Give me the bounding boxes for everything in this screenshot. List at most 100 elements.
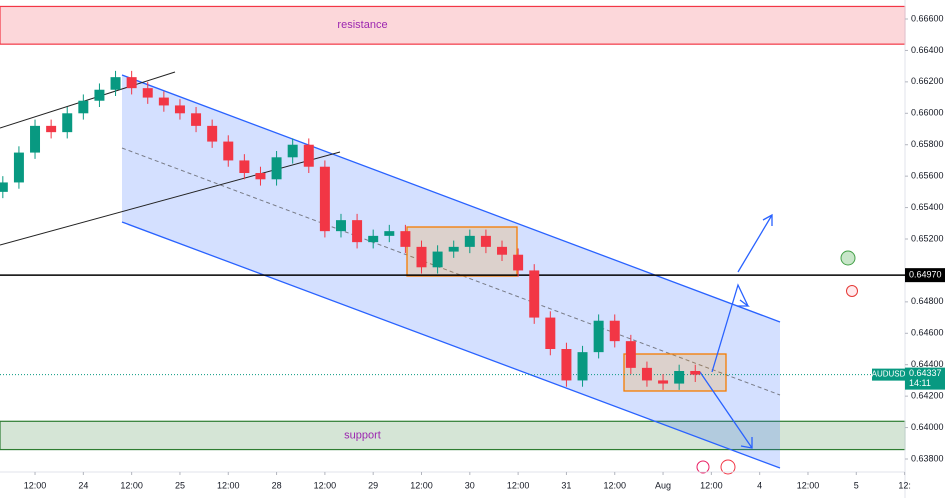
x-tick-label: Aug bbox=[655, 480, 671, 490]
y-tick-label: 0.65800 bbox=[911, 139, 944, 149]
price-tag-label: 0.64337 bbox=[909, 368, 942, 378]
candle-body bbox=[352, 220, 363, 243]
candle-body bbox=[577, 352, 588, 381]
x-tick-label: 24 bbox=[78, 480, 88, 490]
candle-body bbox=[674, 371, 685, 384]
y-tick-label: 0.64600 bbox=[911, 328, 944, 338]
zone-label: support bbox=[344, 429, 381, 441]
y-tick-label: 0.63800 bbox=[911, 453, 944, 463]
y-tick-label: 0.64800 bbox=[911, 296, 944, 306]
drawings bbox=[0, 71, 858, 475]
candle-body bbox=[78, 100, 89, 114]
arrow-head bbox=[737, 299, 750, 307]
candle-body bbox=[529, 270, 540, 318]
candle-body bbox=[303, 144, 314, 167]
candle-body bbox=[142, 88, 153, 98]
x-tick-label: 25 bbox=[175, 480, 185, 490]
candle-body bbox=[62, 113, 73, 133]
candle-body bbox=[0, 182, 8, 192]
candle-body bbox=[239, 160, 250, 174]
x-tick-label: 12: bbox=[898, 480, 911, 490]
candle-body bbox=[110, 77, 121, 90]
trendline bbox=[0, 151, 341, 246]
candle-body bbox=[561, 349, 572, 381]
channel-upper bbox=[121, 74, 781, 323]
candle-body bbox=[593, 320, 604, 353]
x-tick-label: 12:00 bbox=[507, 480, 530, 490]
candle-body bbox=[207, 125, 218, 142]
candle-body bbox=[609, 320, 620, 342]
y-tick-label: 0.64000 bbox=[911, 422, 944, 432]
x-tick-label: 28 bbox=[272, 480, 282, 490]
marker-circle bbox=[846, 285, 858, 297]
candle-body bbox=[126, 77, 137, 89]
x-tick-label: 31 bbox=[561, 480, 571, 490]
price-tag bbox=[905, 367, 945, 390]
candle-body bbox=[432, 251, 443, 268]
x-tick-label: 12:00 bbox=[120, 480, 143, 490]
x-tick-label: 12:00 bbox=[314, 480, 337, 490]
x-tick-label: 12:00 bbox=[217, 480, 240, 490]
y-tick-label: 0.66200 bbox=[911, 76, 944, 86]
y-tick-label: 0.64200 bbox=[911, 391, 944, 401]
candle-body bbox=[174, 105, 185, 114]
candle-body bbox=[513, 254, 524, 271]
x-tick-label: 29 bbox=[368, 480, 378, 490]
arrow-path bbox=[711, 283, 749, 373]
zone bbox=[0, 5, 906, 45]
candle-body bbox=[625, 341, 636, 368]
event-icon[interactable] bbox=[720, 459, 736, 475]
y-tick-label: 0.66000 bbox=[911, 108, 944, 118]
x-tick-label: 12:00 bbox=[797, 480, 820, 490]
candle-body bbox=[335, 220, 346, 232]
symbol-label: AUDUSD bbox=[872, 370, 906, 379]
y-tick-label: 0.66400 bbox=[911, 45, 944, 55]
marker-circle bbox=[840, 250, 856, 266]
channel-lower bbox=[121, 221, 781, 469]
x-tick-label: 5 bbox=[854, 480, 859, 490]
x-tick-label: 12:00 bbox=[700, 480, 723, 490]
channel-mid bbox=[121, 147, 781, 396]
candle-body bbox=[94, 89, 105, 101]
candle-body bbox=[384, 231, 395, 236]
x-tick-label: 4 bbox=[757, 480, 762, 490]
y-tick-label: 0.65600 bbox=[911, 171, 944, 181]
arrow-path bbox=[699, 371, 753, 449]
candle-body bbox=[480, 235, 491, 247]
candle-body bbox=[255, 173, 266, 180]
candle-body bbox=[191, 113, 202, 126]
countdown-label: 14:11 bbox=[909, 378, 931, 388]
candle-body bbox=[271, 157, 282, 180]
arrow-path bbox=[737, 214, 773, 273]
candle-body bbox=[400, 231, 411, 247]
event-icon[interactable] bbox=[696, 460, 710, 474]
candle-body bbox=[368, 235, 379, 243]
x-tick-label: 12:00 bbox=[410, 480, 433, 490]
x-tick-label: 30 bbox=[465, 480, 475, 490]
candle-body bbox=[641, 367, 652, 381]
candle-body bbox=[223, 141, 234, 161]
symbol-tag bbox=[872, 368, 905, 381]
candle-body bbox=[319, 166, 330, 232]
x-tick-label: 12:00 bbox=[24, 480, 47, 490]
candle-body bbox=[287, 144, 298, 158]
arrow-head bbox=[740, 437, 753, 449]
level-tag-label: 0.64970 bbox=[909, 270, 942, 280]
trendline bbox=[0, 71, 176, 129]
candle-body bbox=[30, 125, 41, 153]
candle-body bbox=[448, 246, 459, 252]
candle-body bbox=[545, 317, 556, 350]
candle-body bbox=[658, 380, 669, 384]
y-tick-label: 0.65200 bbox=[911, 233, 944, 243]
candle-body bbox=[464, 235, 475, 247]
candle-body bbox=[13, 152, 24, 183]
arrow-head bbox=[762, 213, 773, 226]
zone-label: resistance bbox=[337, 19, 387, 31]
level-tag bbox=[905, 268, 945, 283]
candle-body bbox=[158, 97, 169, 106]
y-tick-label: 0.65400 bbox=[911, 202, 944, 212]
candle-body bbox=[497, 246, 508, 255]
x-tick-label: 12:00 bbox=[603, 480, 626, 490]
